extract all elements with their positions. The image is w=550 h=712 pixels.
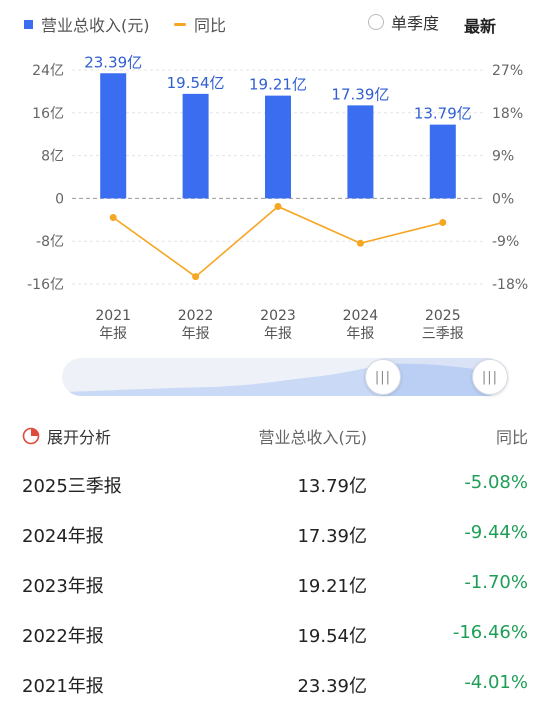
header-yoy: 同比 [495, 428, 528, 447]
row-revenue: 19.54亿 [297, 626, 367, 647]
single-quarter-label: 单季度 [391, 14, 440, 33]
table-row[interactable]: 2023年报 19.21亿 -1.70% [0, 558, 550, 608]
row-revenue: 13.79亿 [297, 476, 367, 497]
pie-chart-icon [22, 427, 40, 445]
y-left-tick-label: 24亿 [32, 63, 64, 79]
expand-analysis-button[interactable]: 展开分析 [22, 424, 111, 448]
x-category-label: 2022 [178, 308, 214, 324]
legend-yoy[interactable]: 同比 [174, 12, 226, 36]
y-right-tick-label: 9% [492, 149, 514, 165]
bar-data-label: 13.79亿 [414, 105, 472, 123]
x-category-label: 三季报 [422, 326, 464, 342]
y-right-tick-label: -18% [492, 277, 528, 293]
bar [182, 93, 209, 199]
table-row[interactable]: 2025三季报 13.79亿 -5.08% [0, 458, 550, 508]
bar [429, 124, 456, 199]
legend-yoy-label: 同比 [194, 16, 227, 35]
row-revenue: 23.39亿 [297, 676, 367, 697]
x-category-label: 年报 [346, 326, 374, 342]
y-right-tick-label: 18% [492, 106, 523, 122]
x-category-label: 2021 [95, 308, 131, 324]
row-revenue: 17.39亿 [297, 526, 367, 547]
expand-analysis-label: 展开分析 [47, 428, 112, 447]
y-right-tick-label: -9% [492, 234, 519, 250]
yoy-point [274, 202, 282, 210]
y-left-tick-label: -16亿 [27, 277, 64, 293]
revenue-chart: 24亿 16亿 8亿 0 -8亿 -16亿 27% 18% 9% 0% -9% -18% 23.39亿 1… [27, 53, 528, 342]
x-category-label: 年报 [264, 326, 292, 342]
y-left-tick-label: 0 [55, 191, 64, 207]
row-period: 2025三季报 [22, 476, 122, 497]
data-table: 展开分析 营业总收入(元) 同比 2025三季报 13.79亿 -5.08% 2… [0, 412, 550, 708]
y-right-tick-label: 0% [492, 191, 514, 207]
legend-revenue[interactable]: 营业总收入(元) [24, 12, 150, 36]
slider-right-handle[interactable]: ||| [472, 359, 508, 395]
legend-revenue-label: 营业总收入(元) [41, 16, 150, 35]
header-revenue: 营业总收入(元) [258, 428, 368, 447]
row-yoy: -4.01% [464, 672, 528, 693]
bar-data-label: 23.39亿 [84, 53, 142, 71]
x-category-label: 2025 [425, 308, 461, 324]
table-row[interactable]: 2024年报 17.39亿 -9.44% [0, 508, 550, 558]
row-yoy: -5.08% [464, 472, 528, 493]
table-row[interactable]: 2022年报 19.54亿 -16.46% [0, 608, 550, 658]
table-header: 展开分析 营业总收入(元) 同比 [0, 412, 550, 458]
row-period: 2022年报 [22, 626, 104, 647]
row-yoy: -16.46% [452, 622, 528, 643]
single-quarter-toggle[interactable]: 单季度 [368, 10, 439, 34]
row-revenue: 19.21亿 [297, 576, 367, 597]
y-left-tick-label: -8亿 [36, 234, 64, 250]
bar-data-label: 19.54亿 [167, 74, 225, 92]
yoy-point [356, 239, 364, 247]
row-period: 2021年报 [22, 676, 104, 697]
bar [265, 95, 291, 199]
table-row[interactable]: 2021年报 23.39亿 -4.01% [0, 658, 550, 708]
x-category-label: 年报 [99, 326, 127, 342]
legend-yoy-swatch [174, 22, 186, 26]
y-left-tick-label: 16亿 [32, 106, 64, 122]
yoy-point [109, 213, 117, 221]
row-period: 2023年报 [22, 576, 104, 597]
y-left-tick-label: 8亿 [41, 149, 64, 165]
bar-data-label: 19.21亿 [249, 76, 307, 94]
bar [347, 105, 374, 199]
yoy-point [439, 219, 447, 227]
bar-data-label: 17.39亿 [331, 85, 389, 103]
x-category-label: 2024 [343, 308, 379, 324]
yoy-point [192, 273, 200, 281]
bar [100, 73, 127, 199]
x-category-label: 年报 [182, 326, 210, 342]
range-slider[interactable]: ||| ||| [62, 358, 508, 396]
legend-revenue-swatch [24, 19, 33, 29]
row-yoy: -9.44% [464, 522, 528, 543]
row-period: 2024年报 [22, 526, 104, 547]
slider-left-handle[interactable]: ||| [365, 359, 401, 395]
y-right-tick-label: 27% [492, 63, 523, 79]
latest-button[interactable]: 最新 [464, 17, 497, 36]
radio-icon[interactable] [368, 14, 384, 30]
row-yoy: -1.70% [464, 572, 528, 593]
slider-track[interactable] [62, 358, 506, 396]
chart-legend: 营业总收入(元) 同比 单季度 最新 [18, 8, 532, 38]
x-category-label: 2023 [260, 308, 296, 324]
